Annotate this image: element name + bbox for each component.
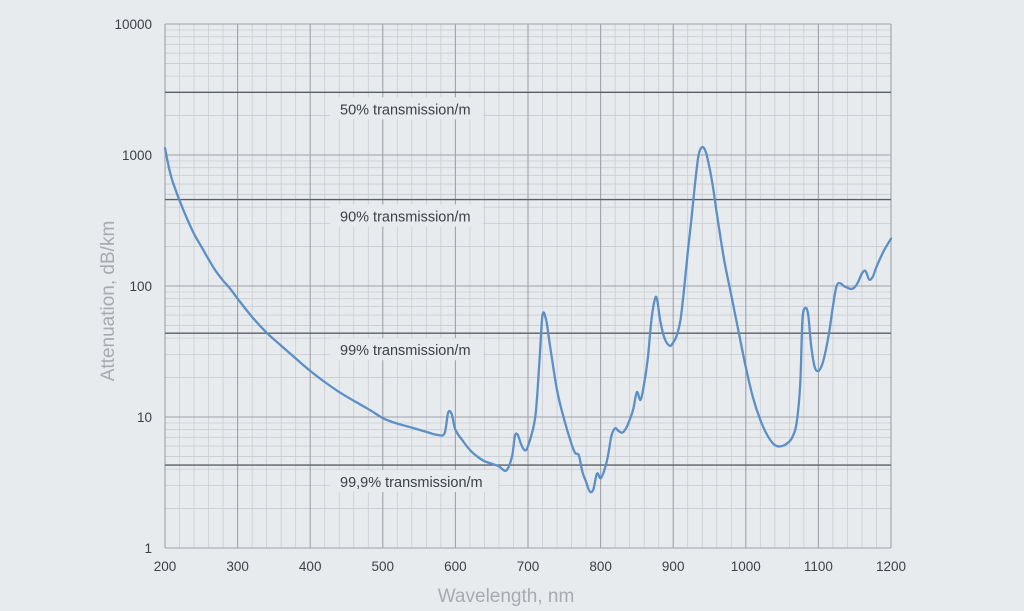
y-tick-label: 1000 [122,148,152,163]
x-axis-label: Wavelength, nm [438,586,575,606]
x-tick-label: 1200 [876,559,906,574]
x-tick-label: 1100 [804,559,833,574]
reference-label: 90% transmission/m [340,210,471,226]
x-tick-label: 200 [154,559,177,574]
x-tick-label: 300 [226,559,249,574]
x-tick-labels: 200 300 400 500 600 700 800 900 1000 1100 1200 [154,559,906,574]
x-tick-label: 900 [662,559,685,574]
reference-lines: 50% transmission/m 90% transmission/m 99% … [165,91,891,493]
y-axis-label: Attenuation, dB/km [98,221,119,382]
y-tick-label: 1 [144,541,152,556]
attenuation-series-line [163,145,893,494]
x-tick-label: 700 [517,559,540,574]
x-tick-label: 600 [444,559,467,574]
series-layer [163,145,893,494]
x-tick-label: 500 [372,559,395,574]
y-tick-label: 10000 [114,17,152,32]
reference-label-bg [330,204,483,227]
x-tick-label: 800 [589,559,612,574]
reference-label-bg [330,470,498,493]
reference-label-bg [330,338,483,361]
y-tick-label: 10 [137,410,152,425]
reference-label: 50% transmission/m [340,102,471,118]
reference-label: 99,9% transmission/m [340,475,483,491]
y-tick-label: 100 [129,279,152,294]
reference-label: 99% transmission/m [340,343,471,359]
x-tick-label: 400 [299,559,322,574]
x-tick-label: 1000 [731,559,761,574]
reference-label-bg [330,97,483,120]
major-grid [164,23,892,549]
y-tick-labels: 1 10 100 1000 10000 [114,17,152,556]
